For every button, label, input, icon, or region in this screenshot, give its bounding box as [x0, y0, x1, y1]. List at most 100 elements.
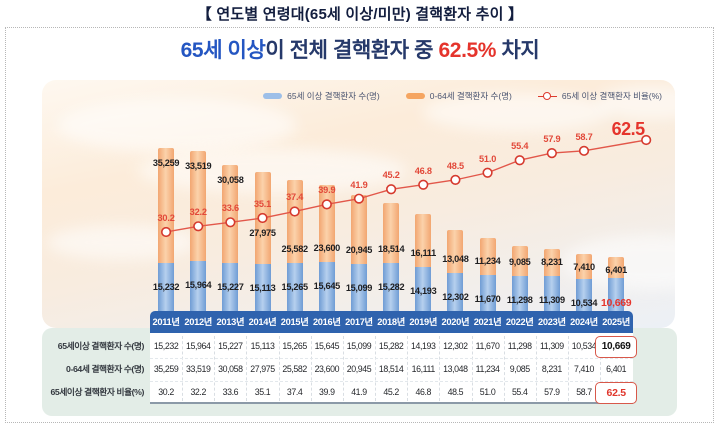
- year-header-cell: 2012년: [184, 317, 213, 327]
- table-cell: 11,298: [507, 341, 532, 351]
- row-separator: [150, 381, 633, 382]
- bar-value-0-64: 6,401: [605, 265, 627, 276]
- column-separator: [567, 336, 569, 401]
- column-separator: [246, 336, 248, 401]
- ratio-value-label: 37.4: [286, 192, 304, 203]
- bar-65plus: [543, 276, 560, 313]
- bar-value-65plus: 15,265: [281, 282, 309, 293]
- table-cell: 12,302: [443, 341, 468, 351]
- legend-swatch-orange-icon: [405, 93, 425, 99]
- bar-0-64: [511, 246, 528, 277]
- legend-swatch-blue-icon: [263, 93, 283, 99]
- table-cell: 6,401: [606, 364, 627, 374]
- ratio-value-label: 46.8: [414, 165, 432, 176]
- column-separator: [310, 336, 312, 401]
- ratio-value-label: 45.2: [382, 170, 400, 181]
- bar-value-0-64: 8,231: [541, 257, 563, 268]
- bar-value-65plus: 10,534: [570, 297, 598, 308]
- table-cell: 15,227: [218, 341, 243, 351]
- table-row-label: 65세이상 결핵환자 수(명): [57, 341, 145, 351]
- column-separator: [375, 336, 377, 401]
- bar-value-0-64: 16,111: [410, 247, 437, 258]
- column-separator: [407, 336, 409, 401]
- headline-tail: 차지: [496, 39, 540, 62]
- ratio-value-label: 32.2: [189, 207, 207, 218]
- bar-65plus: [383, 263, 400, 313]
- column-separator: [600, 336, 602, 401]
- bar-value-65plus: 12,302: [442, 291, 469, 302]
- bar-65plus: [254, 263, 271, 313]
- table-year-header: [150, 311, 633, 333]
- column-separator: [278, 336, 280, 401]
- year-header-cell: 2025년: [602, 317, 631, 327]
- table-cell: 23,600: [314, 364, 340, 374]
- bar-value-0-64: 25,582: [281, 244, 309, 255]
- table-cell: 32.2: [190, 387, 206, 397]
- headline-percentage: 62.5%: [438, 39, 497, 62]
- year-header-cell: 2014년: [248, 317, 277, 327]
- year-header-cell: 2017년: [345, 317, 373, 327]
- table-cell: 14,193: [411, 341, 436, 351]
- table-cell: 30.2: [158, 387, 174, 397]
- table-cell: 13,048: [443, 364, 468, 374]
- bar-65plus: [286, 263, 303, 313]
- ratio-value-label: 55.4: [511, 141, 529, 152]
- table-cell: 11,670: [475, 341, 500, 351]
- table-cell: 35,259: [153, 364, 179, 374]
- table-cell: 39.9: [319, 387, 335, 397]
- ratio-value-label: 48.5: [446, 160, 464, 171]
- bar-value-0-64: 13,048: [442, 253, 469, 264]
- bar-65plus: [415, 266, 432, 313]
- bar-value-65plus: 15,282: [377, 282, 405, 293]
- table-cell: 41.9: [351, 387, 367, 397]
- bar-value-65plus: 15,099: [345, 282, 373, 293]
- legend-label: 65세 이상 결핵환자 비율(%): [561, 91, 662, 101]
- row-separator: [150, 358, 633, 359]
- bar-value-65plus: 15,113: [249, 282, 276, 293]
- table-row-label: 0-64세 결핵환자 수(명): [66, 364, 144, 374]
- bar-65plus: [576, 278, 593, 313]
- bar-65plus: [158, 263, 175, 313]
- ratio-value-label: 51.0: [479, 153, 497, 164]
- table-cell: 45.2: [383, 387, 399, 397]
- legend-line-marker-icon: [537, 92, 557, 101]
- table-cell: 11,309: [539, 341, 564, 351]
- table-cell: 51.0: [479, 387, 496, 397]
- ratio-value-label: 30.2: [157, 212, 175, 223]
- legend-item-65plus: 65세 이상 결핵환자 수(명): [263, 90, 380, 102]
- column-separator: [342, 336, 344, 401]
- table-cell: 15,265: [282, 341, 307, 351]
- table-cell: 46.8: [415, 387, 432, 397]
- bar-value-65plus: 11,298: [506, 295, 533, 306]
- column-separator: [535, 336, 537, 401]
- bar-0-64: [447, 230, 464, 273]
- column-separator: [214, 336, 216, 401]
- bar-value-65plus: 15,232: [152, 282, 180, 293]
- bar-value-65plus: 11,670: [474, 293, 501, 304]
- table-cell: 15,964: [185, 341, 211, 351]
- table-cell: 55.4: [511, 387, 528, 397]
- table-cell: 33,519: [185, 364, 211, 374]
- ratio-value-label: 58.7: [575, 131, 593, 142]
- table-cell: 8,231: [541, 364, 562, 374]
- table-cell: 58.7: [576, 387, 592, 397]
- cloud-decoration: [422, 92, 612, 132]
- table-cell: 15,113: [250, 341, 275, 351]
- bar-65plus: [447, 272, 464, 313]
- table-cell: 11,234: [475, 364, 500, 374]
- table-cell: 37.4: [286, 387, 303, 397]
- headline-mid: 이 전체 결핵환자 중: [265, 39, 439, 62]
- year-header-cell: 2020년: [441, 317, 470, 327]
- table-cell: 18,514: [378, 364, 404, 374]
- year-header-cell: 2024년: [570, 317, 598, 327]
- table-cell: 20,945: [346, 364, 372, 374]
- table-data-area: [150, 333, 633, 403]
- year-header-cell: 2016년: [312, 317, 341, 327]
- table-cell: 27,975: [250, 364, 275, 374]
- table-cell: 10,534: [571, 341, 597, 351]
- highlighted-cell-2025: 62.5: [595, 381, 638, 404]
- ratio-value-label: 41.9: [350, 179, 368, 190]
- bar-value-0-64: 9,085: [508, 257, 531, 268]
- ratio-callout: 62.5: [611, 119, 646, 139]
